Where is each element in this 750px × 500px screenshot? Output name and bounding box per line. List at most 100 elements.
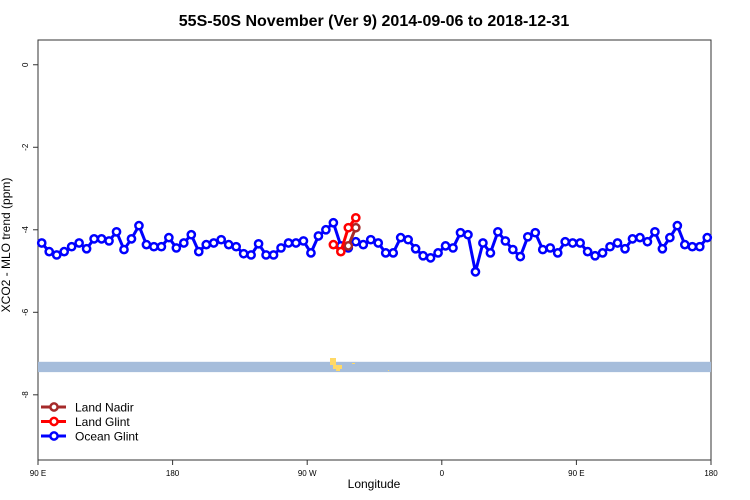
land-patch [333,365,342,369]
ocean-glint-point [620,243,630,254]
ocean-glint-point [298,236,309,246]
ocean-glint-point [156,241,167,252]
ocean-glint-point [365,234,376,245]
ocean-glint-point [193,246,204,257]
y-axis-label: XCO2 - MLO trend (ppm) [0,178,13,313]
ocean-glint-point [44,246,55,257]
legend-swatch-point [49,431,59,441]
ocean-glint-point [321,224,331,235]
land-patch [336,369,340,371]
ocean-glint-point [201,239,212,250]
y-tick-label: -6 [21,308,30,316]
ocean-glint-point [515,251,526,262]
land-patch [352,363,355,364]
ocean-glint-point [283,238,294,248]
ocean-glint-point [650,226,660,237]
ocean-glint-point [291,238,301,248]
ocean-glint-point [597,248,608,258]
x-tick-label: 0 [440,469,445,478]
ocean-glint-point [119,244,129,255]
ocean-glint-point [373,238,384,248]
ocean-glint-point [433,248,443,258]
ocean-glint-point [522,231,533,242]
ocean-glint-point [507,244,518,255]
ocean-glint-point [694,241,705,252]
ocean-glint-point [238,248,249,259]
ocean-glint-point [149,241,159,252]
ocean-glint-point [657,243,668,254]
ocean-glint-point [253,238,264,249]
ocean-glint-point [96,234,107,244]
ocean-glint-point [410,243,421,254]
x-tick-label: 90 W [298,469,317,478]
ocean-glint-point [261,250,271,260]
ocean-glint-point [679,239,690,250]
ocean-glint-point [567,238,578,248]
ocean-glint-point [537,244,548,255]
land-glint-point [343,222,354,233]
ocean-glint-point [134,220,144,231]
ocean-glint-point [590,250,600,261]
ocean-glint-point [455,227,466,238]
ocean-glint-point [575,238,585,248]
ocean-glint-point [665,232,675,243]
ocean-glint-point [350,236,361,247]
ocean-glint-point [164,232,174,243]
land-nadir-point [350,222,361,233]
ocean-glint-point [448,243,458,253]
x-axis: 90 E 180 90 W 0 90 E 180 [30,460,718,478]
legend-label: Ocean Glint [75,430,139,444]
land-glint-point [336,246,346,257]
ocean-glint-point [313,231,324,241]
x-tick-label: 180 [166,469,180,478]
ocean-glint-point [425,252,436,263]
x-tick-label: 180 [704,469,718,478]
ocean-glint-point [81,243,92,254]
land-glint-line [332,216,358,255]
ocean-glint-point [418,250,428,261]
ocean-glint-point [470,267,481,277]
ocean-glint-point [687,241,698,252]
y-tick-label: -2 [21,143,30,151]
ocean-glint-point [59,246,70,257]
legend-swatch-point [49,402,59,412]
ocean-glint-point [605,241,615,252]
land-patch [330,358,336,365]
ocean-glint-point [582,246,593,257]
legend-label: Land Glint [75,415,130,429]
land-patch [388,370,389,371]
ocean-glint-point [403,234,413,245]
ocean-glint-point [178,238,189,248]
ocean-glint-point [208,238,219,248]
y-tick-label: -4 [21,226,30,234]
ocean-glint-point [358,239,369,250]
ocean-glint-point [186,229,197,240]
ocean-glint-point [388,248,399,258]
ocean-glint-point [395,232,406,243]
ocean-glint-point [635,232,645,243]
ocean-glint-point [126,234,137,244]
ocean-glint-point [702,232,713,243]
ocean-glint-point [306,248,316,258]
x-tick-label: 90 E [568,469,584,478]
ocean-glint-point [66,241,77,252]
y-axis: 0 -2 -4 -6 -8 [21,62,38,398]
ocean-glint-point [627,234,638,244]
series-group [36,212,713,277]
land-glint-point [328,239,339,250]
legend-swatch-point [49,416,59,427]
ocean-glint-point [246,250,256,260]
ocean-glint-point [552,248,563,258]
ocean-glint-point [530,227,541,238]
ocean-glint-point [463,229,473,240]
ocean-glint-point [171,243,182,253]
ocean-glint-point [478,238,488,248]
ocean-glint-point [74,238,84,248]
plot-frame [37,39,712,461]
ocean-glint-point [328,217,339,228]
land-ocean-band [38,358,711,373]
ocean-glint-point [104,236,114,246]
ocean-glint-point [560,236,571,247]
chart-title: 55S-50S November (Ver 9) 2014-09-06 to 2… [179,13,570,30]
